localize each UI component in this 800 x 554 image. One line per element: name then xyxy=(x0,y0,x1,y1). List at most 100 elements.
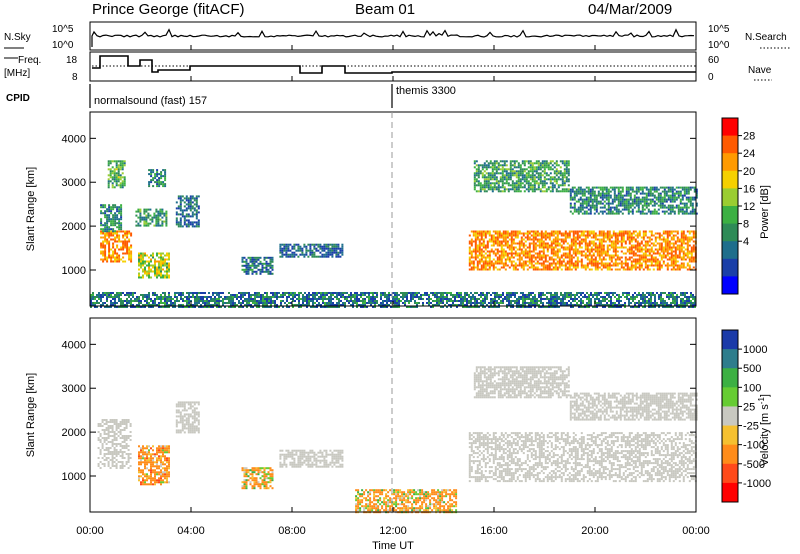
echo-cell-11 xyxy=(671,204,674,207)
echo-cell-10 xyxy=(539,172,542,175)
echo-cell-12 xyxy=(382,304,384,306)
echo-cell-12 xyxy=(162,306,164,308)
echo-cell-11 xyxy=(615,204,618,207)
echo-cell-9 xyxy=(484,244,487,247)
echo-cell-10 xyxy=(531,170,534,173)
echo-cell-12 xyxy=(214,292,216,294)
echo-cell-9 xyxy=(494,252,497,255)
echo-cell-11 xyxy=(573,198,576,201)
echo-cell-9 xyxy=(506,254,509,257)
echo-cell-0 xyxy=(112,256,115,259)
echo-cell-9 xyxy=(468,246,471,249)
echo-cell-9 xyxy=(628,266,631,269)
echo-cell-9 xyxy=(500,234,503,237)
echo-cell-5 xyxy=(164,175,167,178)
echo-cell-12 xyxy=(180,306,182,308)
echo-cell-11 xyxy=(657,194,660,197)
echo-cell-0 xyxy=(104,256,107,259)
echo-cell-12 xyxy=(186,300,188,302)
echo-cell-9 xyxy=(642,254,645,257)
echo-cell-9 xyxy=(576,260,579,263)
echo-cell-12 xyxy=(420,296,422,298)
echo-cell-9 xyxy=(676,238,679,241)
echo-cell-12 xyxy=(312,302,314,304)
echo-cell-9 xyxy=(474,246,477,249)
echo-cell-10 xyxy=(549,160,552,163)
echo-cell-1 xyxy=(106,228,109,231)
echo-cell-11 xyxy=(681,210,684,213)
echo-cell-3 xyxy=(166,266,168,269)
echo-cell-12 xyxy=(452,294,454,296)
echo-cell-11 xyxy=(573,186,576,189)
echo-cell-9 xyxy=(636,258,639,261)
echo-cell-4 xyxy=(163,220,166,223)
echo-cell-11 xyxy=(691,206,694,209)
echo-cell-12 xyxy=(142,306,144,308)
echo-cell-11 xyxy=(589,204,592,207)
echo-cell-9 xyxy=(528,242,531,245)
echo-cell-11 xyxy=(671,190,674,193)
echo-cell-11 xyxy=(569,196,572,199)
echo-cell-9 xyxy=(516,254,519,257)
echo-cell-10 xyxy=(497,166,500,169)
echo-cell-12 xyxy=(146,300,148,302)
echo-cell-2 xyxy=(123,182,126,185)
echo-cell-12 xyxy=(132,304,134,306)
echo-cell-12 xyxy=(396,298,398,300)
echo-cell-9 xyxy=(668,248,671,251)
echo-cell-4 xyxy=(139,216,142,219)
echo-cell-9 xyxy=(586,256,589,259)
echo-cell-12 xyxy=(174,304,176,306)
echo-cell-9 xyxy=(500,242,503,245)
echo-cell-12 xyxy=(358,300,360,302)
echo-cell-0 xyxy=(118,240,121,243)
echo-cell-12 xyxy=(204,300,206,302)
echo-cell-11 xyxy=(661,196,664,199)
echo-cell-12 xyxy=(318,292,320,294)
echo-cell-9 xyxy=(540,232,543,235)
echo-cell-6 xyxy=(183,219,186,222)
echo-cell-12 xyxy=(182,304,184,306)
echo-cell-9 xyxy=(520,264,523,267)
echo-cell-12 xyxy=(336,294,338,296)
echo-cell-12 xyxy=(476,304,478,306)
echo-cell-9 xyxy=(514,262,517,265)
echo-cell-12 xyxy=(464,306,466,308)
echo-cell-11 xyxy=(625,194,628,197)
echo-cell-4 xyxy=(153,216,156,219)
echo-cell-9 xyxy=(660,250,663,253)
echo-cell-9 xyxy=(474,258,477,261)
echo-cell-12 xyxy=(258,302,260,304)
echo-cell-11 xyxy=(661,186,664,189)
echo-cell-4 xyxy=(165,212,168,215)
echo-cell-12 xyxy=(196,300,198,302)
echo-cell-9 xyxy=(488,260,491,263)
echo-cell-10 xyxy=(485,190,488,193)
echo-cell-9 xyxy=(614,258,617,261)
echo-cell-11 xyxy=(627,190,630,193)
echo-cell-0 xyxy=(108,250,111,253)
echo-cell-12 xyxy=(276,296,278,298)
echo-cell-9 xyxy=(562,234,565,237)
echo-cell-11 xyxy=(635,190,638,193)
echo-cell-10 xyxy=(503,182,506,185)
echo-cell-9 xyxy=(544,244,547,247)
echo-cell-10 xyxy=(547,188,550,191)
echo-cell-1 xyxy=(116,222,119,225)
echo-cell-8 xyxy=(323,255,326,258)
echo-cell-9 xyxy=(636,246,639,249)
echo-cell-8 xyxy=(289,249,292,252)
echo-cell-9 xyxy=(624,264,627,267)
echo-cell-2 xyxy=(121,172,124,175)
echo-cell-11 xyxy=(607,200,610,203)
echo-cell-7 xyxy=(251,262,254,265)
echo-cell-9 xyxy=(544,266,547,269)
echo-cell-12 xyxy=(164,298,166,300)
echo-cell-3 xyxy=(142,270,144,273)
echo-cell-11 xyxy=(689,198,692,201)
echo-cell-12 xyxy=(150,300,152,302)
echo-cell-1 xyxy=(110,206,113,209)
echo-cell-9 xyxy=(510,256,513,259)
echo-cell-9 xyxy=(578,240,581,243)
echo-cell-0 xyxy=(128,232,131,235)
